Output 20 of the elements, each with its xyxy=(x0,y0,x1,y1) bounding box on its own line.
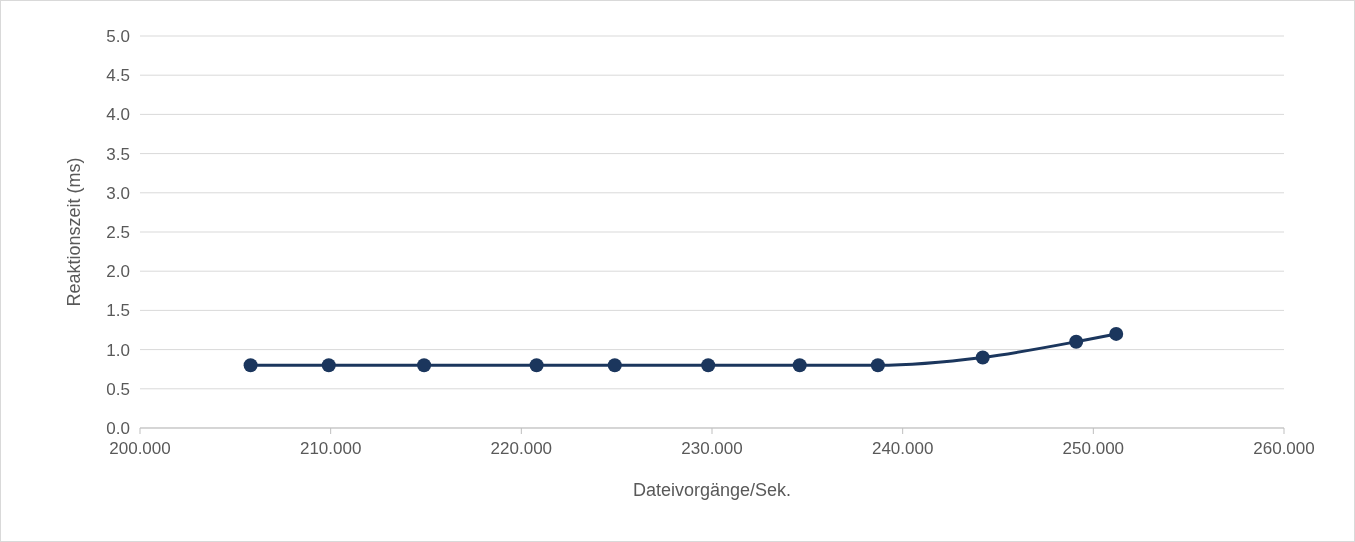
y-tick-label: 3.0 xyxy=(106,183,130,203)
y-tick-label: 4.5 xyxy=(106,66,130,86)
x-tick-label: 240.000 xyxy=(871,439,934,458)
y-axis-title: Reaktionszeit (ms) xyxy=(64,157,84,307)
y-tick-label: 3.5 xyxy=(106,144,130,164)
x-tick-label: 250.000 xyxy=(1062,439,1125,458)
x-tick-label: 200.000 xyxy=(109,439,171,458)
y-tick-label: 4.0 xyxy=(106,105,130,125)
x-tick-label: 210.000 xyxy=(299,439,362,458)
x-tick-label: 220.000 xyxy=(490,439,553,458)
x-tick-label: 260.000 xyxy=(1253,439,1315,458)
x-tick-label: 230.000 xyxy=(681,439,743,458)
y-tick-label: 2.5 xyxy=(106,222,130,242)
y-tick-label: 0.5 xyxy=(106,379,130,399)
y-tick-label: 1.0 xyxy=(106,340,130,360)
x-axis-title: Dateivorgänge/Sek. xyxy=(632,480,792,500)
y-tick-label: 2.0 xyxy=(106,262,130,282)
y-tick-label: 1.5 xyxy=(106,301,130,321)
y-tick-label: 0.0 xyxy=(106,418,130,438)
y-tick-label: 5.0 xyxy=(106,26,130,46)
